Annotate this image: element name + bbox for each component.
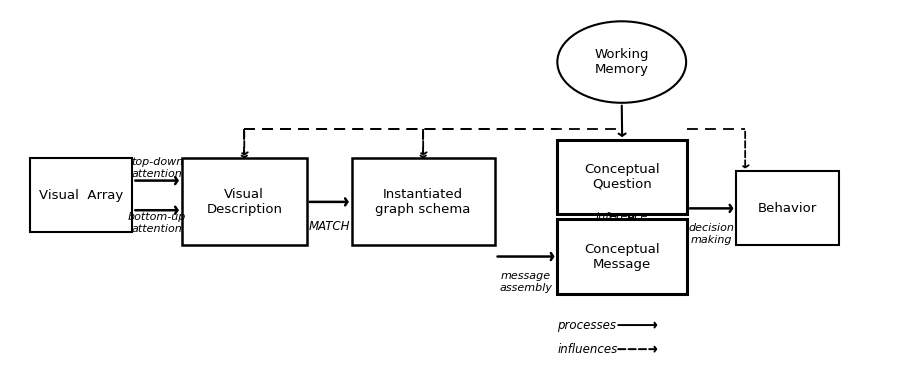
Text: Visual  Array: Visual Array <box>39 189 123 202</box>
FancyBboxPatch shape <box>182 158 307 246</box>
Text: Conceptual
Message: Conceptual Message <box>584 243 660 271</box>
Text: Visual
Description: Visual Description <box>206 188 283 216</box>
Text: Conceptual
Question: Conceptual Question <box>584 163 660 191</box>
FancyBboxPatch shape <box>352 158 495 246</box>
Text: message
assembly: message assembly <box>500 271 553 293</box>
FancyBboxPatch shape <box>557 220 687 294</box>
Text: processes: processes <box>557 318 617 332</box>
Text: decision
making: decision making <box>688 223 734 245</box>
FancyBboxPatch shape <box>30 158 132 232</box>
Ellipse shape <box>557 21 686 103</box>
Text: Instantiated
graph schema: Instantiated graph schema <box>375 188 471 216</box>
FancyBboxPatch shape <box>736 171 839 246</box>
Text: MATCH: MATCH <box>309 220 350 233</box>
Text: Behavior: Behavior <box>758 202 817 215</box>
Text: top-down
attention: top-down attention <box>130 157 184 179</box>
Text: bottom-up
attention: bottom-up attention <box>128 212 186 233</box>
FancyBboxPatch shape <box>557 140 687 214</box>
Text: influences: influences <box>557 343 617 356</box>
Text: Working
Memory: Working Memory <box>595 48 649 76</box>
Text: inference: inference <box>596 212 648 222</box>
